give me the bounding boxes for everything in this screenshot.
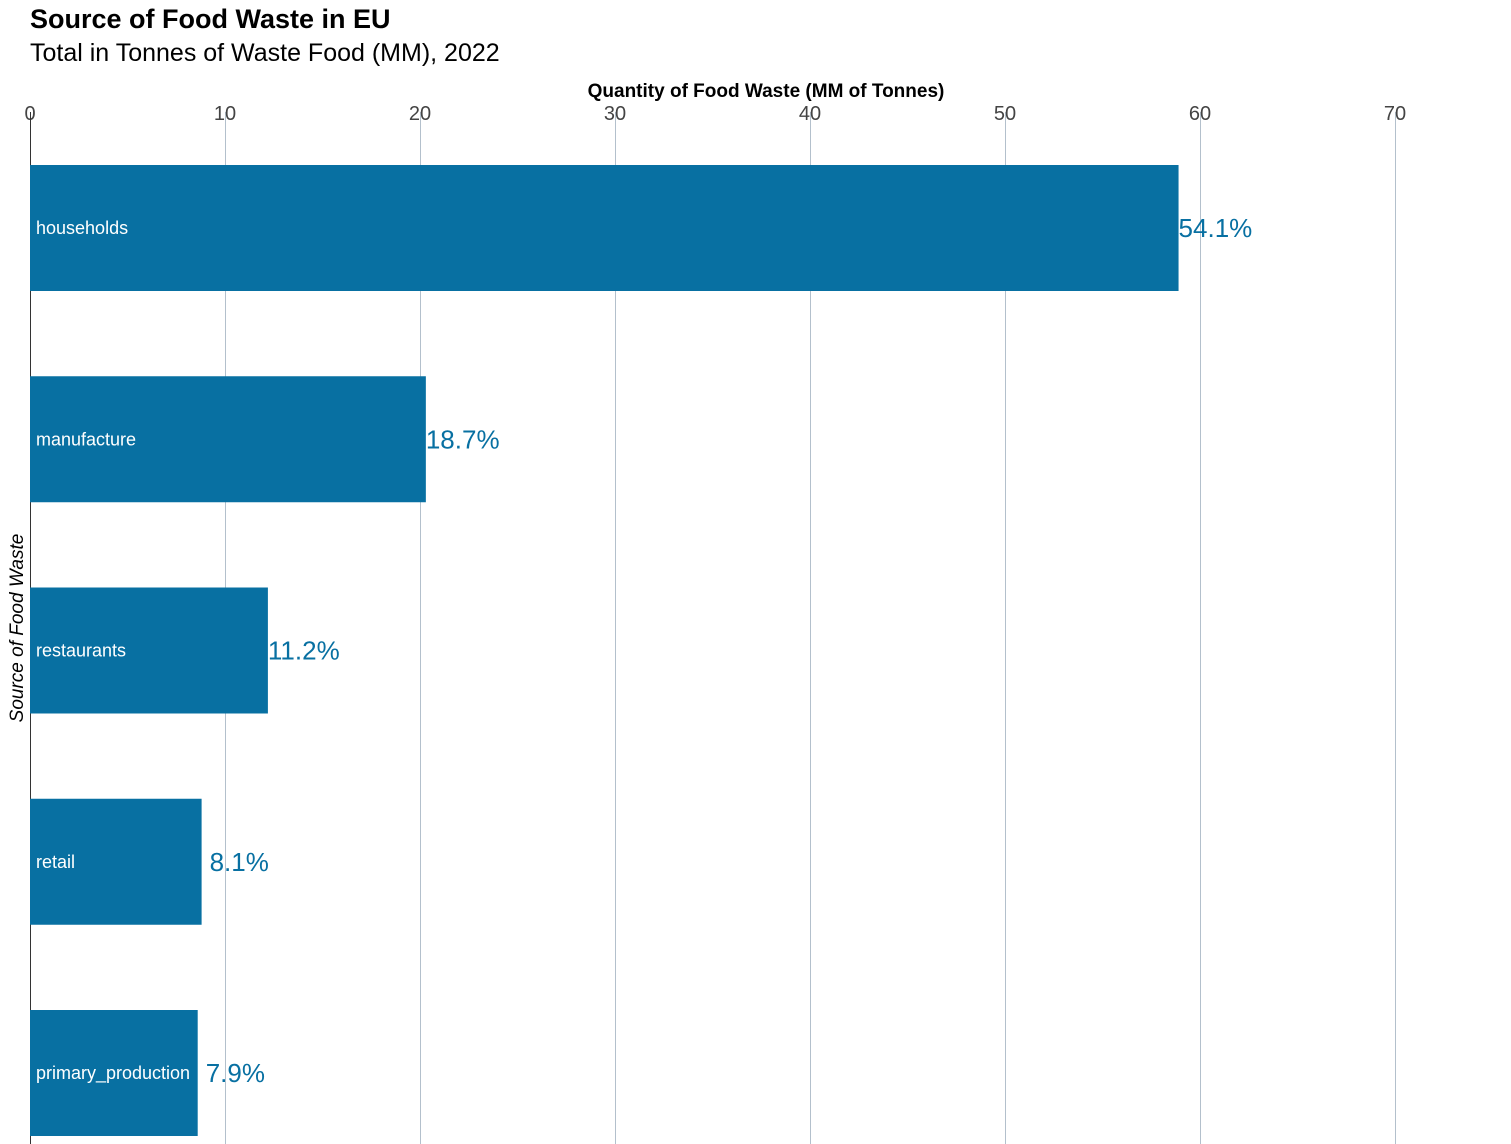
x-tick-label: 70 <box>1384 103 1406 125</box>
data-label: 8.1% <box>210 847 269 877</box>
x-tick-label: 20 <box>409 103 431 125</box>
data-label: 7.9% <box>206 1058 265 1088</box>
x-tick-label: 40 <box>799 103 821 125</box>
y-axis-title: Source of Food Waste <box>7 534 28 723</box>
x-axis-title: Quantity of Food Waste (MM of Tonnes) <box>588 81 945 102</box>
category-label: households <box>36 218 128 238</box>
chart-title: Source of Food Waste in EU <box>30 4 391 34</box>
category-label: primary_production <box>36 1063 190 1084</box>
x-tick-label: 50 <box>994 103 1016 125</box>
chart-subtitle: Total in Tonnes of Waste Food (MM), 2022 <box>30 39 500 67</box>
x-axis-ticks: 010203040506070 <box>24 103 1406 125</box>
data-label: 54.1% <box>1179 213 1253 243</box>
bar-households <box>30 165 1179 291</box>
data-label: 18.7% <box>426 424 500 454</box>
category-label: manufacture <box>36 429 136 449</box>
x-tick-label: 60 <box>1189 103 1211 125</box>
x-tick-label: 10 <box>214 103 236 125</box>
data-label: 11.2% <box>268 636 340 666</box>
category-label: restaurants <box>36 641 126 661</box>
category-label: retail <box>36 852 75 872</box>
x-tick-label: 30 <box>604 103 626 125</box>
bar-primary_production <box>30 1010 198 1136</box>
bars: households 54.1% manufacture 18.7% restauran… <box>30 165 1252 1136</box>
bar-restaurants <box>30 587 268 714</box>
bar-retail <box>30 798 202 925</box>
bar-manufacture <box>30 376 426 503</box>
